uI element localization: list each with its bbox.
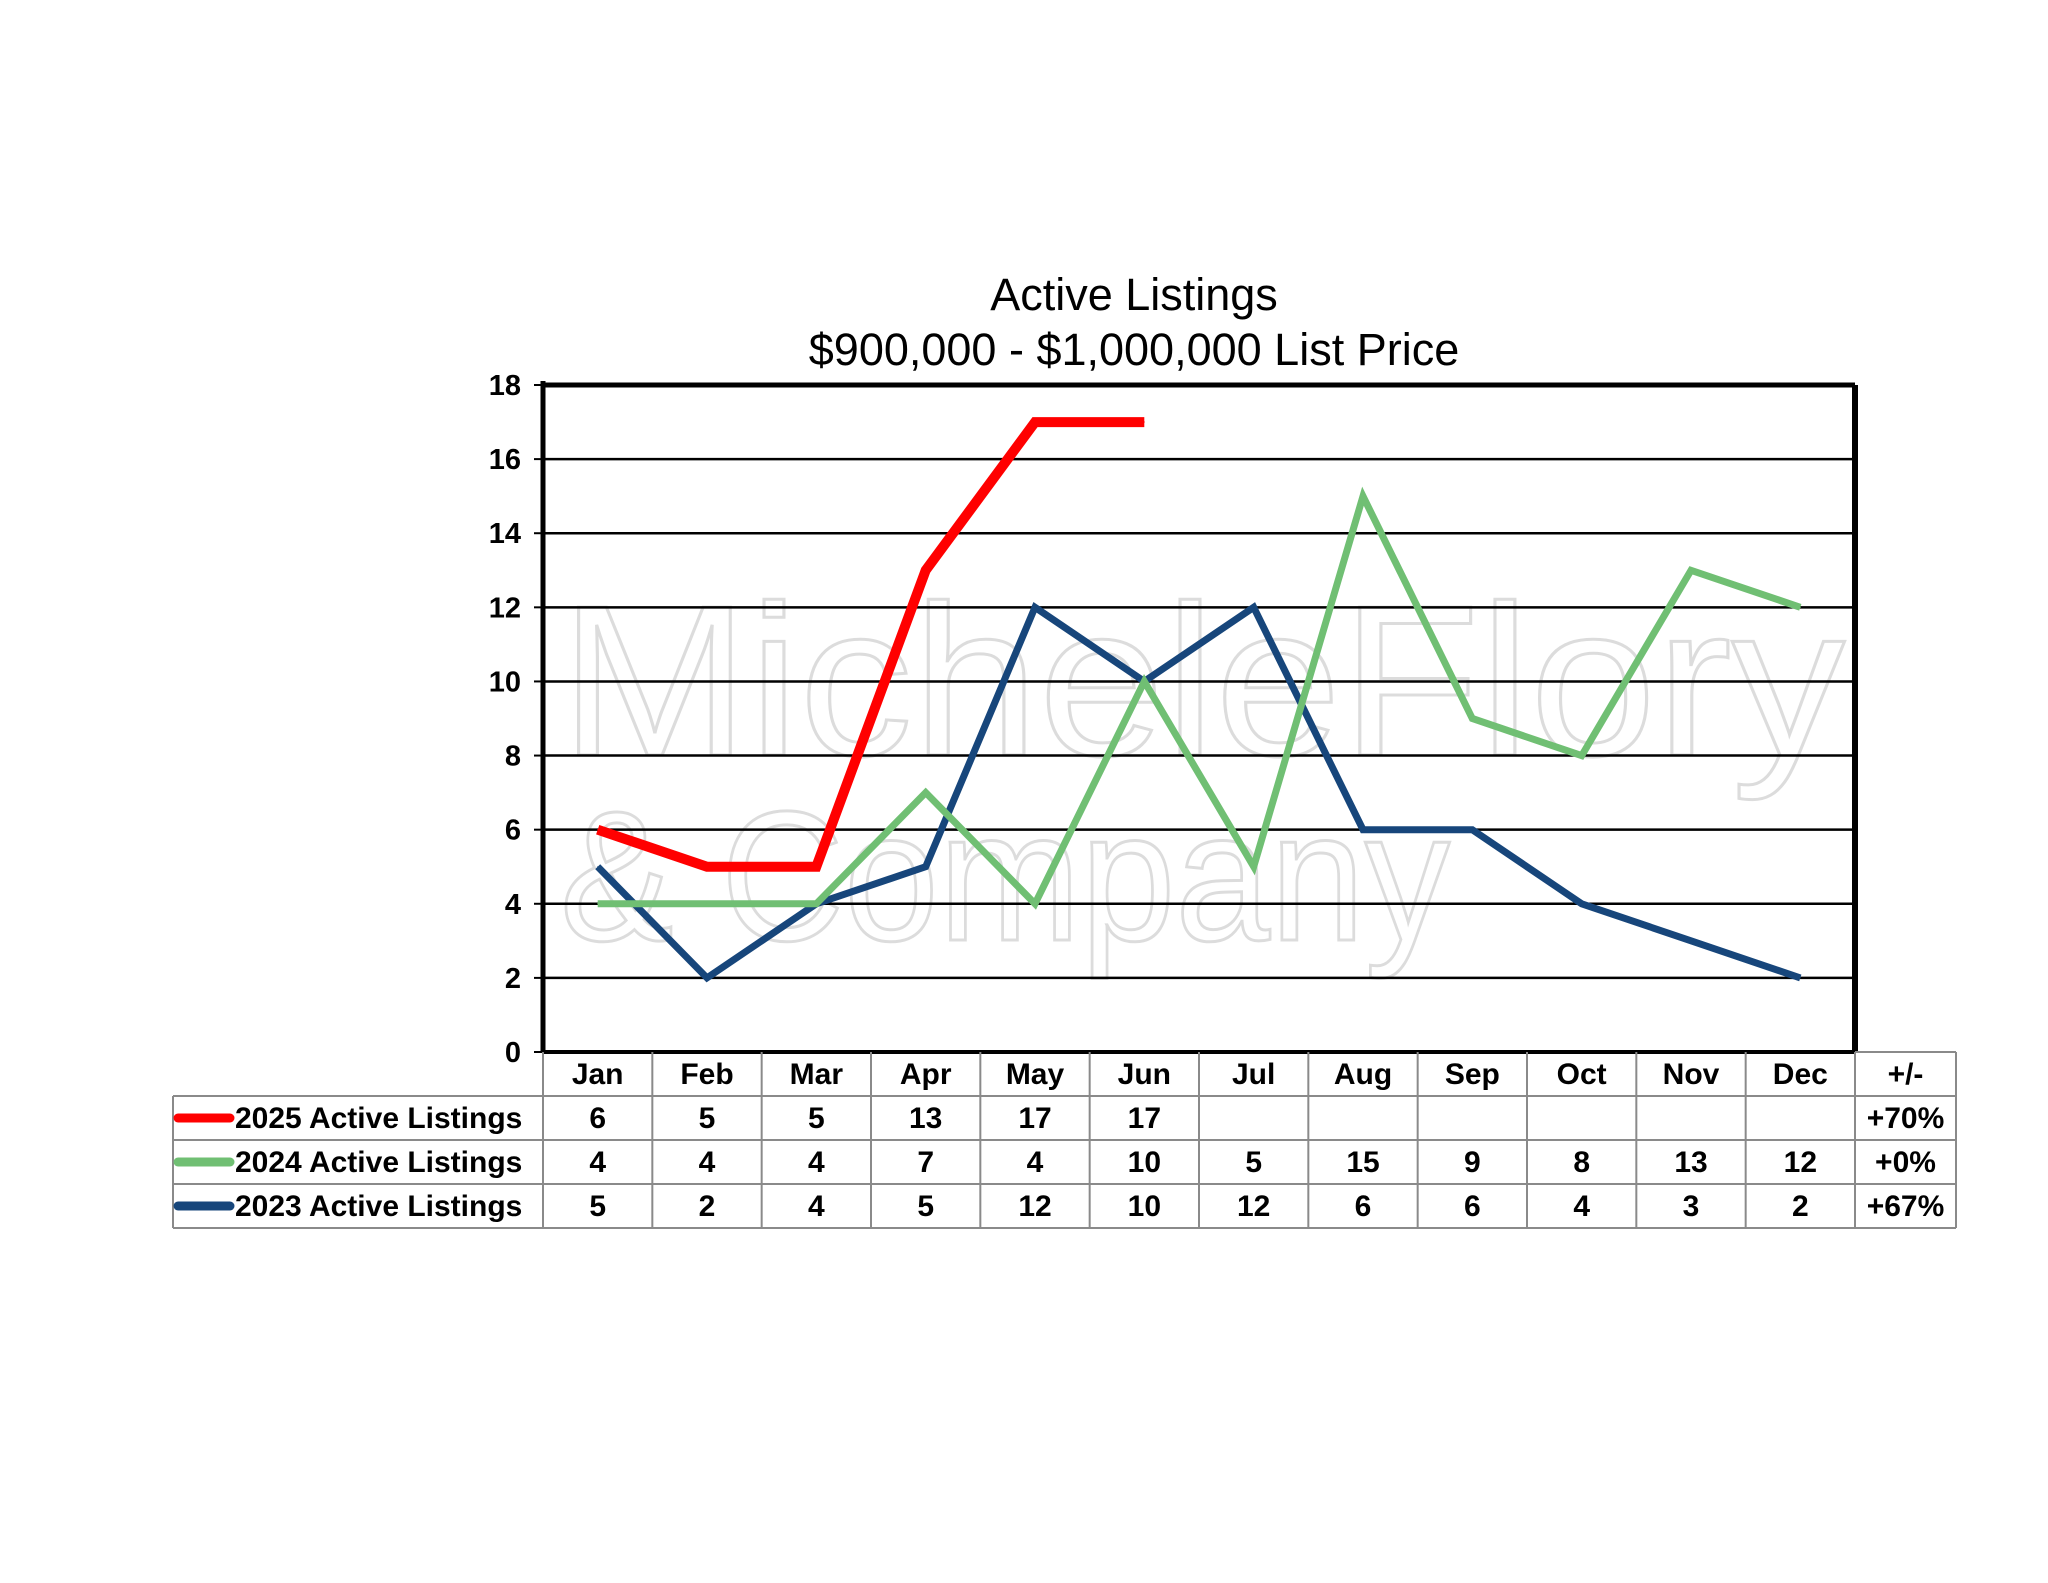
y-tick-label-8: 8 bbox=[505, 741, 521, 773]
data-point-s0-0 bbox=[597, 829, 599, 831]
y-tick-label-6: 6 bbox=[505, 815, 521, 847]
y-tick-label-2: 2 bbox=[505, 963, 521, 995]
x-tick-label-may: May bbox=[1006, 1058, 1065, 1091]
x-tick-label-jul: Jul bbox=[1232, 1058, 1275, 1091]
change-value-2: +67% bbox=[1867, 1190, 1945, 1223]
table-cell-s2-jun: 10 bbox=[1128, 1190, 1161, 1223]
data-point-s2-9 bbox=[1581, 903, 1583, 905]
legend-label-1: 2024 Active Listings bbox=[235, 1146, 522, 1179]
table-cell-s1-oct: 8 bbox=[1573, 1146, 1590, 1179]
table-cell-s1-mar: 4 bbox=[808, 1146, 825, 1179]
change-header: +/- bbox=[1888, 1058, 1924, 1091]
table-cell-s2-aug: 6 bbox=[1355, 1190, 1372, 1223]
x-tick-label-sep: Sep bbox=[1445, 1058, 1500, 1091]
y-tick-label-10: 10 bbox=[489, 666, 521, 698]
table-cell-s1-jun: 10 bbox=[1128, 1146, 1161, 1179]
legend-label-2: 2023 Active Listings bbox=[235, 1190, 522, 1223]
chart-title: Active Listings bbox=[990, 269, 1278, 320]
table-cell-s0-may: 17 bbox=[1018, 1102, 1051, 1135]
y-tick-label-4: 4 bbox=[505, 889, 521, 921]
table-cell-s2-jan: 5 bbox=[589, 1190, 606, 1223]
y-tick-label-12: 12 bbox=[489, 592, 521, 624]
table-cell-s1-jul: 5 bbox=[1245, 1146, 1262, 1179]
table-cell-s2-feb: 2 bbox=[699, 1190, 716, 1223]
data-point-s2-8 bbox=[1471, 829, 1473, 831]
table-cell-s0-jan: 6 bbox=[589, 1102, 606, 1135]
x-tick-label-apr: Apr bbox=[900, 1058, 952, 1091]
data-point-s2-1 bbox=[706, 977, 708, 979]
data-point-s1-3 bbox=[925, 792, 927, 794]
x-tick-label-mar: Mar bbox=[790, 1058, 844, 1091]
table-cell-s1-apr: 7 bbox=[917, 1146, 934, 1179]
table-cell-s1-feb: 4 bbox=[699, 1146, 716, 1179]
y-tick-label-14: 14 bbox=[489, 518, 521, 550]
table-cell-s2-nov: 3 bbox=[1683, 1190, 1700, 1223]
x-tick-label-aug: Aug bbox=[1334, 1058, 1392, 1091]
legend-label-0: 2025 Active Listings bbox=[235, 1102, 522, 1135]
table-cell-s0-mar: 5 bbox=[808, 1102, 825, 1135]
data-point-s1-9 bbox=[1581, 755, 1583, 757]
data-point-s0-3 bbox=[925, 569, 927, 571]
x-tick-label-jan: Jan bbox=[572, 1058, 624, 1091]
data-point-s1-4 bbox=[1034, 903, 1036, 905]
data-point-s1-0 bbox=[597, 903, 599, 905]
data-point-s2-4 bbox=[1034, 606, 1036, 608]
table-cell-s0-jun: 17 bbox=[1128, 1102, 1161, 1135]
data-point-s1-11 bbox=[1799, 606, 1801, 608]
table-cell-s2-sep: 6 bbox=[1464, 1190, 1481, 1223]
x-tick-label-oct: Oct bbox=[1557, 1058, 1607, 1091]
table-cell-s0-feb: 5 bbox=[699, 1102, 716, 1135]
x-tick-label-feb: Feb bbox=[680, 1058, 733, 1091]
table-cell-s2-may: 12 bbox=[1018, 1190, 1051, 1223]
data-point-s0-2 bbox=[815, 866, 817, 868]
data-point-s2-7 bbox=[1362, 829, 1364, 831]
data-point-s0-5 bbox=[1143, 421, 1145, 423]
x-tick-label-nov: Nov bbox=[1663, 1058, 1720, 1091]
table-cell-s2-jul: 12 bbox=[1237, 1190, 1270, 1223]
y-tick-label-18: 18 bbox=[489, 370, 521, 402]
watermark-logo-line-2: & Company bbox=[560, 774, 1450, 980]
table-cell-s1-dec: 12 bbox=[1784, 1146, 1817, 1179]
table-cell-s1-sep: 9 bbox=[1464, 1146, 1481, 1179]
change-value-0: +70% bbox=[1867, 1102, 1945, 1135]
y-tick-label-0: 0 bbox=[505, 1037, 521, 1069]
change-value-1: +0% bbox=[1875, 1146, 1936, 1179]
x-tick-label-dec: Dec bbox=[1773, 1058, 1828, 1091]
chart-subtitle: $900,000 - $1,000,000 List Price bbox=[809, 324, 1459, 375]
series-line-2 bbox=[595, 602, 1802, 983]
table-cell-s1-aug: 15 bbox=[1346, 1146, 1379, 1179]
table-cell-s2-apr: 5 bbox=[917, 1190, 934, 1223]
data-point-s0-1 bbox=[706, 866, 708, 868]
series-line-0 bbox=[596, 417, 1145, 872]
series-line-1 bbox=[597, 486, 1802, 910]
table-cell-s1-nov: 13 bbox=[1674, 1146, 1707, 1179]
table-cell-s2-dec: 2 bbox=[1792, 1190, 1809, 1223]
table-cell-s0-apr: 13 bbox=[909, 1102, 942, 1135]
data-point-s2-0 bbox=[597, 866, 599, 868]
data-point-s1-8 bbox=[1471, 718, 1473, 719]
data-point-s1-1 bbox=[706, 903, 708, 905]
table-cell-s1-jan: 4 bbox=[589, 1146, 606, 1179]
data-point-s1-6 bbox=[1253, 866, 1255, 868]
y-tick-label-16: 16 bbox=[489, 444, 521, 476]
data-point-s2-6 bbox=[1253, 606, 1255, 608]
table-cell-s2-oct: 4 bbox=[1573, 1190, 1590, 1223]
data-point-s2-11 bbox=[1799, 977, 1801, 979]
data-point-s0-4 bbox=[1034, 421, 1036, 423]
data-point-s1-5 bbox=[1143, 680, 1145, 682]
table-cell-s2-mar: 4 bbox=[808, 1190, 825, 1223]
data-point-s2-10 bbox=[1690, 940, 1692, 942]
data-point-s2-3 bbox=[925, 866, 927, 868]
table-cell-s1-may: 4 bbox=[1027, 1146, 1044, 1179]
x-tick-label-jun: Jun bbox=[1118, 1058, 1171, 1091]
data-point-s1-2 bbox=[815, 903, 817, 905]
data-point-s1-10 bbox=[1690, 569, 1692, 571]
data-point-s1-7 bbox=[1362, 495, 1364, 497]
